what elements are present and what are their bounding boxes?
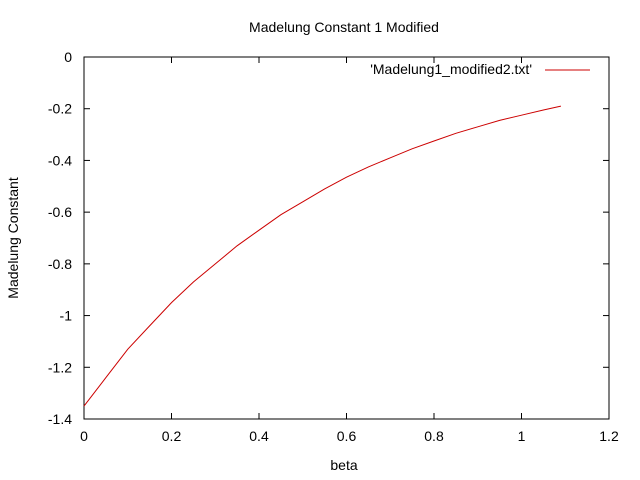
x-tick-label: 0.4 [249, 428, 269, 444]
y-tick-label: -0.6 [48, 204, 72, 220]
x-tick-label: 1 [518, 428, 526, 444]
legend: 'Madelung1_modified2.txt' [370, 61, 590, 77]
x-tick-label: 0.8 [424, 428, 444, 444]
y-tick-label: -0.4 [48, 152, 72, 168]
x-tick-label: 0.6 [337, 428, 357, 444]
y-tick-label: -0.8 [48, 256, 72, 272]
y-tick-label: -1.4 [48, 411, 72, 427]
y-tick-label: -1.2 [48, 359, 72, 375]
y-tick-label: -0.2 [48, 101, 72, 117]
series-layer [83, 105, 562, 407]
x-axis-label: beta [330, 457, 357, 473]
y-tick-label: -1 [60, 308, 73, 324]
x-axis: 0 0.2 0.4 0.6 0.8 1 1.2 [80, 57, 619, 444]
y-axis-label: Madelung Constant [5, 177, 21, 299]
x-tick-label: 1.2 [599, 428, 619, 444]
chart-title: Madelung Constant 1 Modified [249, 19, 439, 35]
legend-label: 'Madelung1_modified2.txt' [370, 61, 532, 77]
x-tick-label: 0 [80, 428, 88, 444]
series-line [83, 105, 562, 407]
y-axis: 0 -0.2 -0.4 -0.6 -0.8 -1 -1.2 -1.4 [48, 49, 609, 427]
x-tick-label: 0.2 [162, 428, 182, 444]
y-tick-label: 0 [64, 49, 72, 65]
plot-area-border [83, 56, 610, 420]
